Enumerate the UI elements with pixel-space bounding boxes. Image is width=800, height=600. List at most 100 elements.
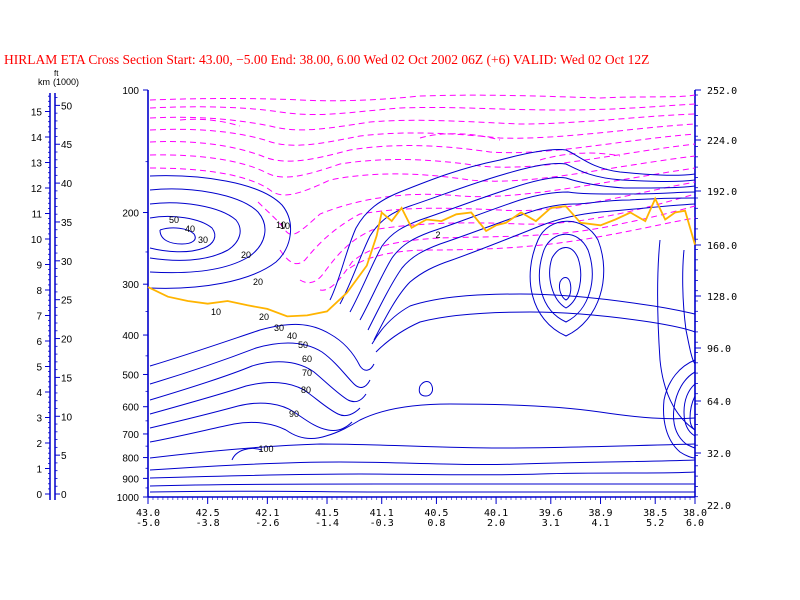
lon-tick-label: -2.6	[255, 518, 279, 529]
wind-contour-label: 90	[289, 409, 299, 419]
temperature-contour-label: 10	[280, 221, 290, 231]
wind-contour-label: 80	[301, 385, 311, 395]
wind-contour-label: 10	[211, 307, 221, 317]
right-tick-label: 224.0	[707, 136, 737, 147]
km-tick-label: 4	[36, 388, 42, 399]
wind-contour	[657, 239, 696, 431]
temperature-contour-label: 2	[435, 230, 440, 240]
lat-tick-label: 39.6	[539, 508, 563, 519]
pressure-tick-label: 1000	[117, 493, 140, 504]
wind-contour	[367, 197, 696, 331]
km-tick-label: 1	[36, 465, 42, 476]
lat-tick-label: 38.5	[643, 508, 667, 519]
right-tick-label: 192.0	[707, 187, 737, 198]
wind-contour	[663, 359, 696, 459]
tropopause-line	[147, 196, 696, 318]
temperature-contour	[257, 167, 696, 235]
tropopause-line-group	[147, 196, 696, 318]
temperature-contours	[149, 94, 696, 291]
wind-contour	[285, 403, 696, 439]
height-scales: kmft(1000)012345678910111213141505101520…	[31, 69, 79, 501]
lon-tick-label: 4.1	[591, 518, 609, 529]
wind-contour-label: 40	[185, 224, 195, 234]
wind-contour	[149, 421, 287, 443]
wind-contour	[149, 490, 695, 493]
wind-contour	[689, 395, 696, 431]
wind-contour	[149, 443, 696, 459]
right-tick-label: 64.0	[707, 397, 731, 408]
wind-contour	[149, 459, 696, 471]
pressure-tick-label: 700	[122, 430, 139, 441]
wind-contour-label: 100	[258, 444, 273, 454]
ft-tick-label: 45	[61, 140, 73, 151]
wind-contour	[371, 293, 696, 345]
lon-tick-label: -1.4	[315, 518, 339, 529]
wind-contour	[149, 361, 367, 403]
km-tick-label: 12	[31, 184, 43, 195]
wind-contour	[149, 471, 696, 479]
temperature-contour	[349, 217, 696, 269]
wind-contour	[149, 175, 292, 289]
pressure-tick-label: 100	[122, 86, 139, 97]
wind-speed-contours	[149, 149, 696, 493]
wind-contour-label: 40	[287, 331, 297, 341]
lon-tick-label: -0.3	[370, 518, 394, 529]
km-tick-label: 7	[36, 312, 42, 323]
km-tick-label: 3	[36, 414, 42, 425]
wind-contour	[673, 371, 696, 449]
ft-tick-label: 40	[61, 179, 73, 190]
wind-contour	[159, 227, 196, 245]
km-tick-label: 8	[36, 286, 42, 297]
ft-tick-label: 15	[61, 373, 73, 384]
lat-tick-label: 40.5	[424, 508, 448, 519]
lat-tick-label: 38.9	[588, 508, 612, 519]
temperature-contour	[149, 155, 696, 196]
pressure-tick-label: 800	[122, 454, 139, 465]
km-tick-label: 15	[31, 108, 43, 119]
lat-tick-label: 41.5	[315, 508, 339, 519]
right-tick-label: 128.0	[707, 292, 737, 303]
wind-contour-label: 70	[302, 368, 312, 378]
ft-tick-label: 20	[61, 335, 73, 346]
wind-contour-label: 50	[298, 340, 308, 350]
ft-tick-label: 30	[61, 257, 73, 268]
ft-tick-label: 35	[61, 218, 73, 229]
km-scale-label: km	[38, 77, 50, 87]
lat-tick-label: 38.0	[683, 508, 707, 519]
temperature-contour	[299, 193, 696, 284]
wind-contour-label: 50	[169, 215, 179, 225]
wind-contour-label: 20	[253, 277, 263, 287]
wind-contour	[231, 447, 263, 461]
wind-contour	[559, 277, 572, 301]
pressure-tick-label: 400	[122, 331, 139, 342]
wind-contour	[149, 402, 353, 431]
wind-contour	[329, 149, 696, 301]
right-tick-label: 32.0	[707, 449, 731, 460]
ft-scale-label: ft	[54, 69, 59, 78]
wind-contour-label: 30	[198, 235, 208, 245]
km-tick-label: 2	[36, 439, 42, 450]
pressure-tick-label: 900	[122, 474, 139, 485]
km-tick-label: 5	[36, 363, 42, 374]
km-tick-label: 11	[32, 210, 43, 221]
km-tick-label: 0	[36, 490, 42, 501]
lon-tick-label: 3.1	[542, 518, 560, 529]
ft-tick-label: 5	[61, 451, 67, 462]
wind-contour	[339, 163, 696, 305]
wind-contour	[359, 191, 696, 321]
temperature-contour	[149, 143, 696, 178]
pressure-tick-label: 500	[122, 370, 139, 381]
lat-tick-label: 42.5	[196, 508, 220, 519]
temperature-contour	[539, 152, 621, 161]
km-tick-label: 13	[31, 159, 43, 170]
temperature-contour	[149, 103, 696, 116]
wind-contour	[149, 323, 375, 371]
wind-contour	[149, 215, 216, 253]
lon-tick-label: 0.8	[427, 518, 445, 529]
wind-contour	[149, 382, 361, 417]
wind-contour-label: 20	[259, 312, 269, 322]
lat-tick-label: 43.0	[136, 508, 160, 519]
lon-tick-label: 2.0	[487, 518, 505, 529]
ft-tick-label: 50	[61, 101, 73, 112]
